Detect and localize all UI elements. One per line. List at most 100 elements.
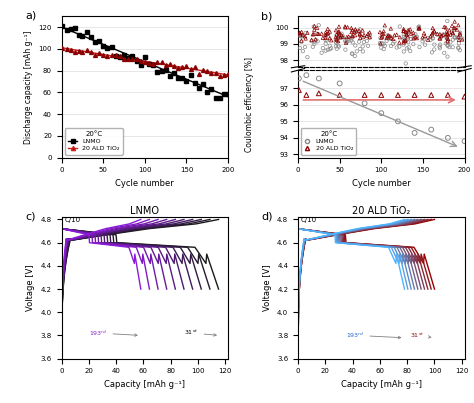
- Point: [377, 110, 385, 116]
- Point: [342, 24, 349, 31]
- Point: [400, 28, 407, 34]
- Point: [415, 24, 422, 30]
- Point: [416, 44, 423, 50]
- Point: [301, 33, 309, 39]
- Point: [318, 30, 326, 37]
- Point: [356, 27, 363, 34]
- Point: [342, 39, 350, 46]
- Point: [332, 34, 339, 40]
- Point: [400, 37, 408, 44]
- Point: [315, 22, 322, 29]
- Point: [366, 29, 374, 36]
- Point: [444, 92, 452, 98]
- Point: [395, 39, 403, 46]
- Point: [297, 33, 304, 39]
- Point: [427, 37, 434, 43]
- Point: [322, 29, 329, 36]
- Point: [437, 42, 444, 48]
- Point: [299, 32, 307, 38]
- Point: [356, 31, 364, 37]
- Point: [428, 127, 435, 133]
- Point: [450, 27, 458, 33]
- Point: [324, 26, 331, 32]
- Point: [359, 43, 366, 50]
- Point: [455, 45, 462, 52]
- Y-axis label: Discharge capacity [mAh g⁻¹]: Discharge capacity [mAh g⁻¹]: [24, 30, 33, 143]
- Point: [312, 36, 319, 43]
- Point: [453, 34, 461, 41]
- Point: [322, 41, 329, 47]
- Point: [404, 33, 411, 39]
- Point: [433, 31, 441, 38]
- Point: [406, 26, 414, 33]
- Point: [447, 39, 454, 46]
- Point: [402, 60, 410, 67]
- Point: [444, 34, 451, 41]
- Point: [400, 48, 408, 55]
- Point: [455, 44, 462, 51]
- Point: [436, 31, 444, 37]
- Point: [444, 31, 451, 37]
- Text: c): c): [25, 212, 36, 222]
- Point: [310, 39, 318, 45]
- Point: [402, 37, 410, 44]
- Point: [383, 37, 391, 44]
- Point: [304, 54, 311, 60]
- Point: [400, 31, 408, 37]
- Point: [348, 27, 356, 33]
- Point: [401, 37, 409, 44]
- Point: [443, 28, 450, 35]
- Point: [353, 28, 361, 34]
- Point: [356, 26, 364, 33]
- Point: [438, 33, 445, 40]
- Point: [333, 37, 340, 43]
- Point: [455, 40, 463, 47]
- Point: [310, 23, 318, 30]
- Point: [342, 46, 349, 53]
- Point: [348, 35, 356, 41]
- Point: [302, 30, 310, 36]
- Point: [356, 35, 364, 41]
- Point: [436, 35, 443, 42]
- Point: [335, 44, 343, 50]
- Y-axis label: Voltage [V]: Voltage [V]: [263, 265, 272, 311]
- Point: [345, 33, 353, 40]
- Point: [347, 37, 355, 44]
- Point: [428, 49, 436, 56]
- Point: [302, 35, 310, 42]
- Point: [400, 42, 407, 48]
- Point: [424, 35, 432, 41]
- Point: [415, 25, 422, 32]
- Point: [410, 41, 417, 47]
- Point: [332, 43, 340, 50]
- Point: [378, 30, 386, 37]
- Point: [444, 38, 452, 45]
- Point: [415, 23, 423, 30]
- Point: [298, 33, 305, 40]
- Point: [401, 38, 409, 44]
- Point: [312, 36, 319, 43]
- Point: [433, 31, 441, 37]
- Point: [403, 45, 410, 52]
- Point: [296, 29, 303, 36]
- Point: [410, 29, 417, 36]
- Point: [363, 33, 371, 39]
- Point: [400, 27, 408, 34]
- Text: 193$^{rd}$: 193$^{rd}$: [346, 331, 401, 340]
- Point: [326, 43, 334, 49]
- Point: [339, 33, 346, 39]
- Point: [442, 40, 450, 47]
- Point: [335, 33, 343, 39]
- Point: [455, 37, 463, 43]
- Point: [356, 31, 364, 38]
- Point: [444, 42, 451, 48]
- Point: [341, 23, 349, 30]
- Point: [377, 40, 384, 47]
- Point: [413, 35, 420, 42]
- Point: [295, 75, 303, 82]
- Point: [424, 37, 432, 43]
- Point: [377, 35, 384, 41]
- Point: [376, 29, 384, 35]
- Point: [322, 35, 329, 41]
- Point: [438, 33, 445, 39]
